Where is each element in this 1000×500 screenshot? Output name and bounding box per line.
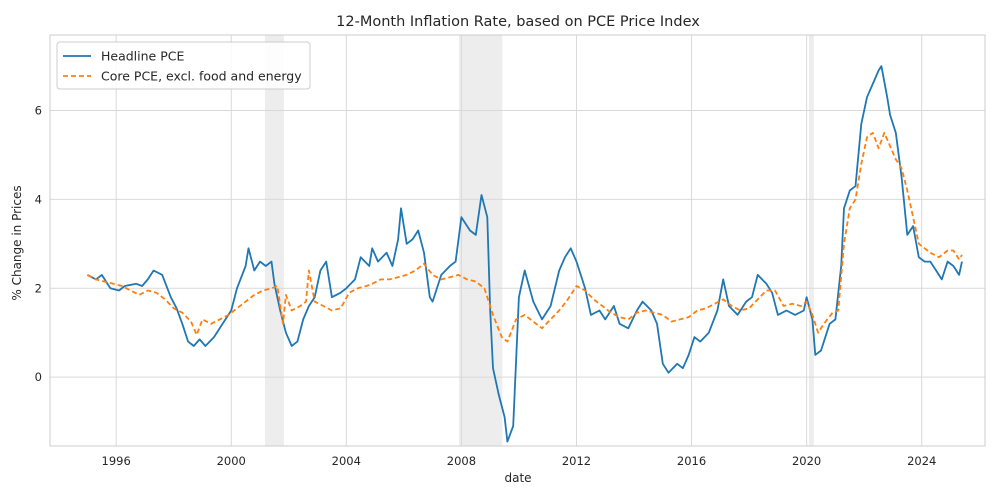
- series-line-headline-pce: [86, 65, 963, 443]
- x-tick-label: 2016: [677, 454, 706, 468]
- x-axis-label: date: [504, 471, 531, 485]
- recession-band: [808, 35, 814, 446]
- legend: Headline PCE Core PCE, excl. food and ene…: [56, 41, 311, 90]
- legend-label: Core PCE, excl. food and energy: [101, 69, 302, 84]
- x-tick-label: 2024: [907, 454, 936, 468]
- plot-frame: [49, 34, 986, 447]
- legend-label: Headline PCE: [101, 49, 184, 64]
- y-tick-label: 0: [35, 370, 42, 384]
- y-tick-label: 4: [35, 192, 42, 206]
- x-tick-label: 2004: [332, 454, 361, 468]
- x-tick-label: 2012: [562, 454, 591, 468]
- chart-title: 12-Month Inflation Rate, based on PCE Pr…: [336, 14, 700, 30]
- x-tick-label: 2020: [792, 454, 821, 468]
- y-axis-label: % Change in Prices: [10, 185, 24, 300]
- x-tick-label: 1996: [102, 454, 131, 468]
- y-tick-label: 2: [35, 281, 42, 295]
- legend-box: [56, 41, 311, 90]
- x-tick-label: 2000: [217, 454, 246, 468]
- series-line-core-pce: [86, 131, 963, 343]
- y-tick-label: 6: [35, 104, 42, 118]
- recession-band: [264, 35, 284, 446]
- x-tick-label: 2008: [447, 454, 476, 468]
